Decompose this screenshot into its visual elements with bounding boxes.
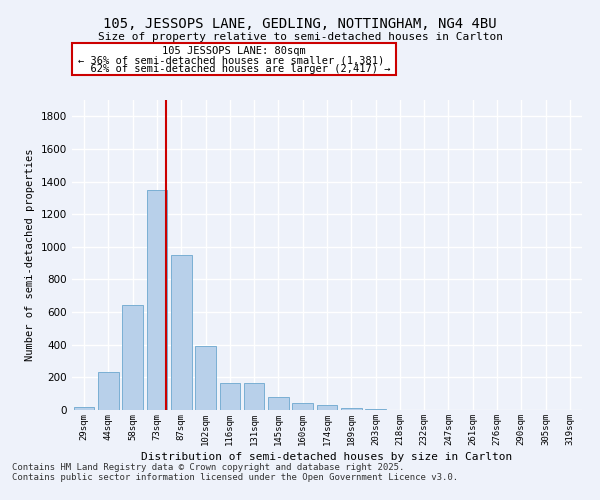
Bar: [268, 397, 289, 410]
Bar: [292, 404, 313, 410]
Text: Contains HM Land Registry data © Crown copyright and database right 2025.: Contains HM Land Registry data © Crown c…: [12, 462, 404, 471]
Text: 105, JESSOPS LANE, GEDLING, NOTTINGHAM, NG4 4BU: 105, JESSOPS LANE, GEDLING, NOTTINGHAM, …: [103, 18, 497, 32]
Text: Size of property relative to semi-detached houses in Carlton: Size of property relative to semi-detach…: [97, 32, 503, 42]
Bar: [146, 190, 167, 410]
Y-axis label: Number of semi-detached properties: Number of semi-detached properties: [25, 149, 35, 361]
X-axis label: Distribution of semi-detached houses by size in Carlton: Distribution of semi-detached houses by …: [142, 452, 512, 462]
Bar: [317, 405, 337, 410]
Bar: [122, 305, 143, 410]
Bar: [74, 406, 94, 410]
Bar: [195, 346, 216, 410]
Bar: [220, 383, 240, 410]
Bar: [341, 408, 362, 410]
Text: 105 JESSOPS LANE: 80sqm: 105 JESSOPS LANE: 80sqm: [162, 46, 306, 56]
Text: 62% of semi-detached houses are larger (2,417) →: 62% of semi-detached houses are larger (…: [78, 64, 391, 74]
Text: Contains public sector information licensed under the Open Government Licence v3: Contains public sector information licen…: [12, 472, 458, 482]
Bar: [244, 383, 265, 410]
Bar: [98, 372, 119, 410]
Bar: [365, 409, 386, 410]
Bar: [171, 255, 191, 410]
Text: ← 36% of semi-detached houses are smaller (1,381): ← 36% of semi-detached houses are smalle…: [78, 56, 384, 66]
